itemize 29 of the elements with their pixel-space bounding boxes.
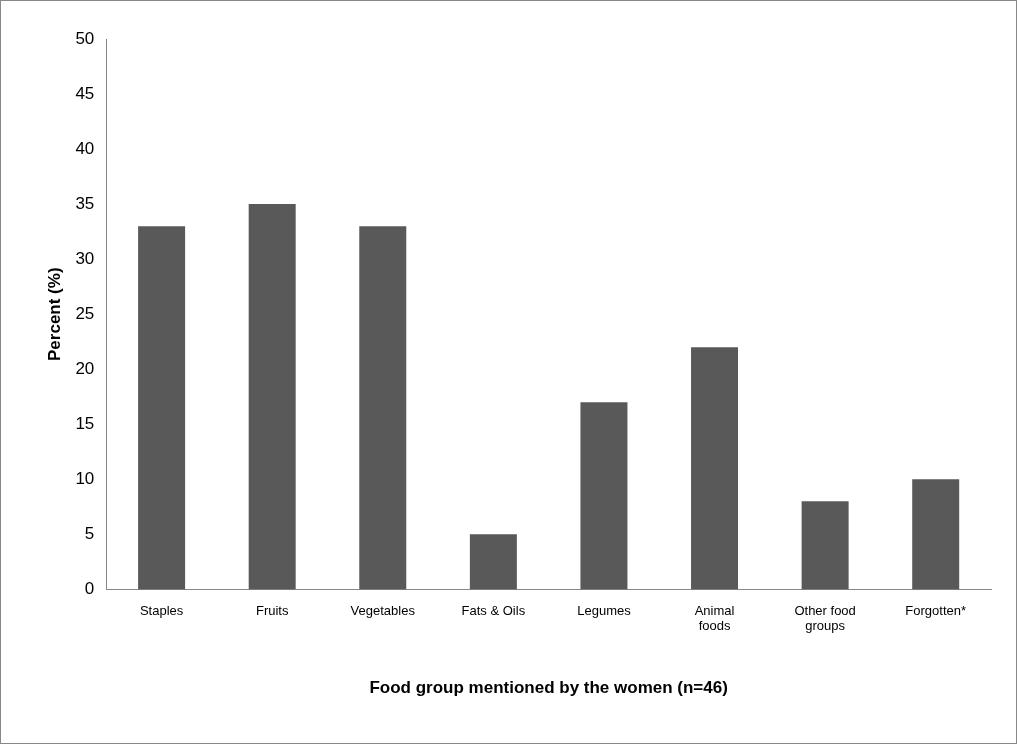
y-tick-label: 25 bbox=[75, 303, 95, 323]
y-tick-label: 35 bbox=[75, 193, 95, 213]
y-tick-label: 45 bbox=[75, 83, 95, 103]
y-tick-label: 30 bbox=[75, 248, 95, 268]
bar bbox=[912, 479, 960, 590]
y-tick-label: 0 bbox=[84, 579, 95, 599]
y-tick-label: 15 bbox=[75, 413, 95, 433]
y-axis-title: Percent (%) bbox=[44, 267, 64, 361]
x-axis-title: Food group mentioned by the women (n=46) bbox=[369, 678, 728, 698]
bar bbox=[691, 347, 739, 590]
y-tick-label: 40 bbox=[75, 138, 95, 158]
x-tick-label: Legumes bbox=[577, 602, 632, 618]
bar bbox=[359, 226, 407, 590]
y-tick-label: 50 bbox=[75, 28, 95, 48]
y-tick-label: 10 bbox=[75, 469, 95, 489]
bar bbox=[580, 402, 628, 590]
bar bbox=[469, 534, 517, 590]
x-tick-label: Other food groups bbox=[794, 602, 856, 634]
x-tick-label: Fruits bbox=[255, 602, 289, 618]
bar bbox=[248, 204, 296, 590]
y-tick-label: 20 bbox=[75, 358, 95, 378]
bar bbox=[138, 226, 186, 590]
y-tick-label: 5 bbox=[84, 524, 95, 544]
x-tick-label: Fats & Oils bbox=[461, 602, 526, 618]
bar bbox=[801, 501, 849, 590]
x-tick-label: Vegetables bbox=[350, 602, 416, 618]
x-tick-label: Animal foods bbox=[694, 602, 735, 634]
x-tick-label: Forgotten* bbox=[905, 602, 967, 618]
x-tick-label: Staples bbox=[139, 602, 184, 618]
